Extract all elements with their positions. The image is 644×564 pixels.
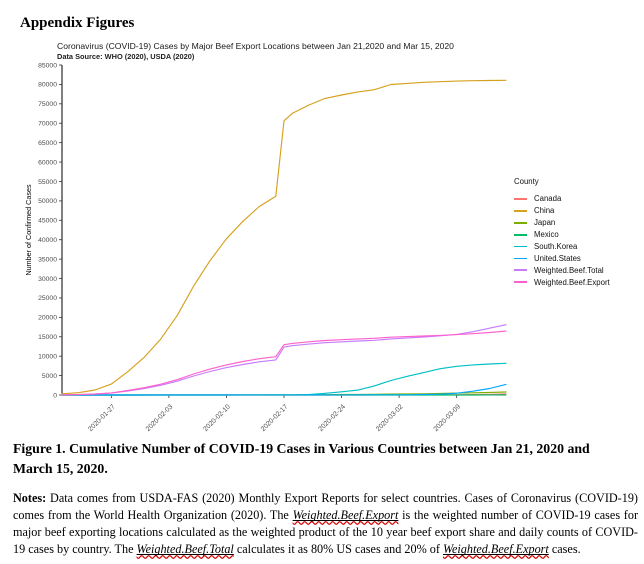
x-tick-label: 2020-02-24 [317, 403, 347, 433]
series-line-china [61, 79, 507, 395]
y-tick-label: 20000 [38, 315, 57, 322]
x-tick-label: 2020-01-27 [87, 403, 117, 433]
y-axis-title: Number of Confirmed Cases [24, 184, 33, 275]
y-tick-label: 80000 [38, 82, 57, 89]
legend-rows: Canada China Japan Mexico South.Korea United.… [514, 193, 610, 288]
y-tick-label: 50000 [38, 198, 57, 205]
legend-label: Weighted.Beef.Export [534, 277, 610, 287]
y-tick-label: 60000 [38, 159, 57, 166]
legend-label: Weighted.Beef.Total [534, 265, 604, 275]
legend-label: China [534, 206, 555, 216]
legend-label: South.Korea [534, 242, 578, 251]
legend-label: Japan [534, 218, 556, 228]
y-tick-label: 25000 [38, 295, 57, 302]
y-tick-label: 85000 [38, 62, 57, 69]
series-line-weighted-beef-total [61, 324, 507, 396]
x-tick-label: 2020-02-17 [260, 403, 290, 433]
notes-term: Weighted.Beef.Total [136, 542, 234, 557]
chart-canvas: 0 5000 10000 15000 20000 25000 30000 35000 40000… [24, 62, 507, 433]
series-line-united-states [61, 383, 507, 396]
page-title: Appendix Figures [20, 15, 135, 32]
y-tick-label: 5000 [42, 373, 57, 380]
x-tick-label: 2020-02-10 [202, 403, 232, 433]
y-tick-label: 35000 [38, 256, 57, 263]
legend-swatch-icon [514, 245, 527, 248]
y-tick-label: 70000 [38, 121, 57, 128]
legend-swatch-icon [514, 257, 527, 260]
legend-title: County [514, 177, 539, 186]
chart-subtitle: Data Source: WHO (2020), USDA (2020) [57, 52, 195, 61]
figure-caption: Figure 1. Cumulative Number of COVID-19 … [13, 441, 590, 476]
y-tick-label: 40000 [38, 237, 57, 244]
notes-term: Weighted.Beef.Export [442, 542, 549, 557]
legend-item-china: China [514, 205, 610, 217]
series-line-weighted-beef-export [61, 330, 507, 396]
x-tick-label: 2020-03-09 [433, 403, 463, 433]
legend-label: United.States [534, 253, 581, 263]
notes-paragraph: Notes: Data comes from USDA-FAS (2020) M… [13, 491, 638, 557]
legend-item-united-states: United.States [514, 252, 610, 264]
chart-title: Coronavirus (COVID-19) Cases by Major Be… [57, 41, 454, 51]
legend-label: Canada [534, 194, 562, 204]
legend-label: Mexico [534, 230, 559, 240]
legend-swatch-icon [514, 198, 527, 200]
y-tick-label: 65000 [38, 140, 57, 147]
notes-term: Weighted.Beef.Export [292, 508, 399, 523]
y-tick-label: 75000 [38, 101, 57, 108]
x-tick-label: 2020-03-02 [375, 403, 405, 433]
y-tick-label: 15000 [38, 334, 57, 341]
notes-label: Notes: [13, 491, 47, 506]
figure-chart: 0 5000 10000 15000 20000 25000 30000 35000 40000… [24, 41, 610, 433]
chart-legend: County Canada China Japan Mexico South.Korea… [514, 177, 610, 288]
y-tick-label: 0 [53, 392, 57, 399]
legend-swatch-icon [514, 269, 527, 272]
legend-item-weighted-beef-total: Weighted.Beef.Total [514, 264, 610, 276]
x-tick-label: 2020-02-03 [145, 403, 175, 433]
y-tick-label: 10000 [38, 353, 57, 360]
legend-item-canada: Canada [514, 193, 610, 205]
legend-swatch-icon [514, 221, 527, 224]
y-tick-label: 30000 [38, 276, 57, 283]
legend-swatch-icon [514, 233, 527, 236]
legend-item-south-korea: South.Korea [514, 241, 610, 253]
y-tick-label: 45000 [38, 218, 57, 225]
legend-item-mexico: Mexico [514, 229, 610, 241]
legend-swatch-icon [514, 209, 527, 212]
y-tick-label: 55000 [38, 179, 57, 186]
legend-item-japan: Japan [514, 217, 610, 229]
legend-swatch-icon [514, 281, 527, 284]
legend-item-weighted-beef-export: Weighted.Beef.Export [514, 276, 610, 288]
